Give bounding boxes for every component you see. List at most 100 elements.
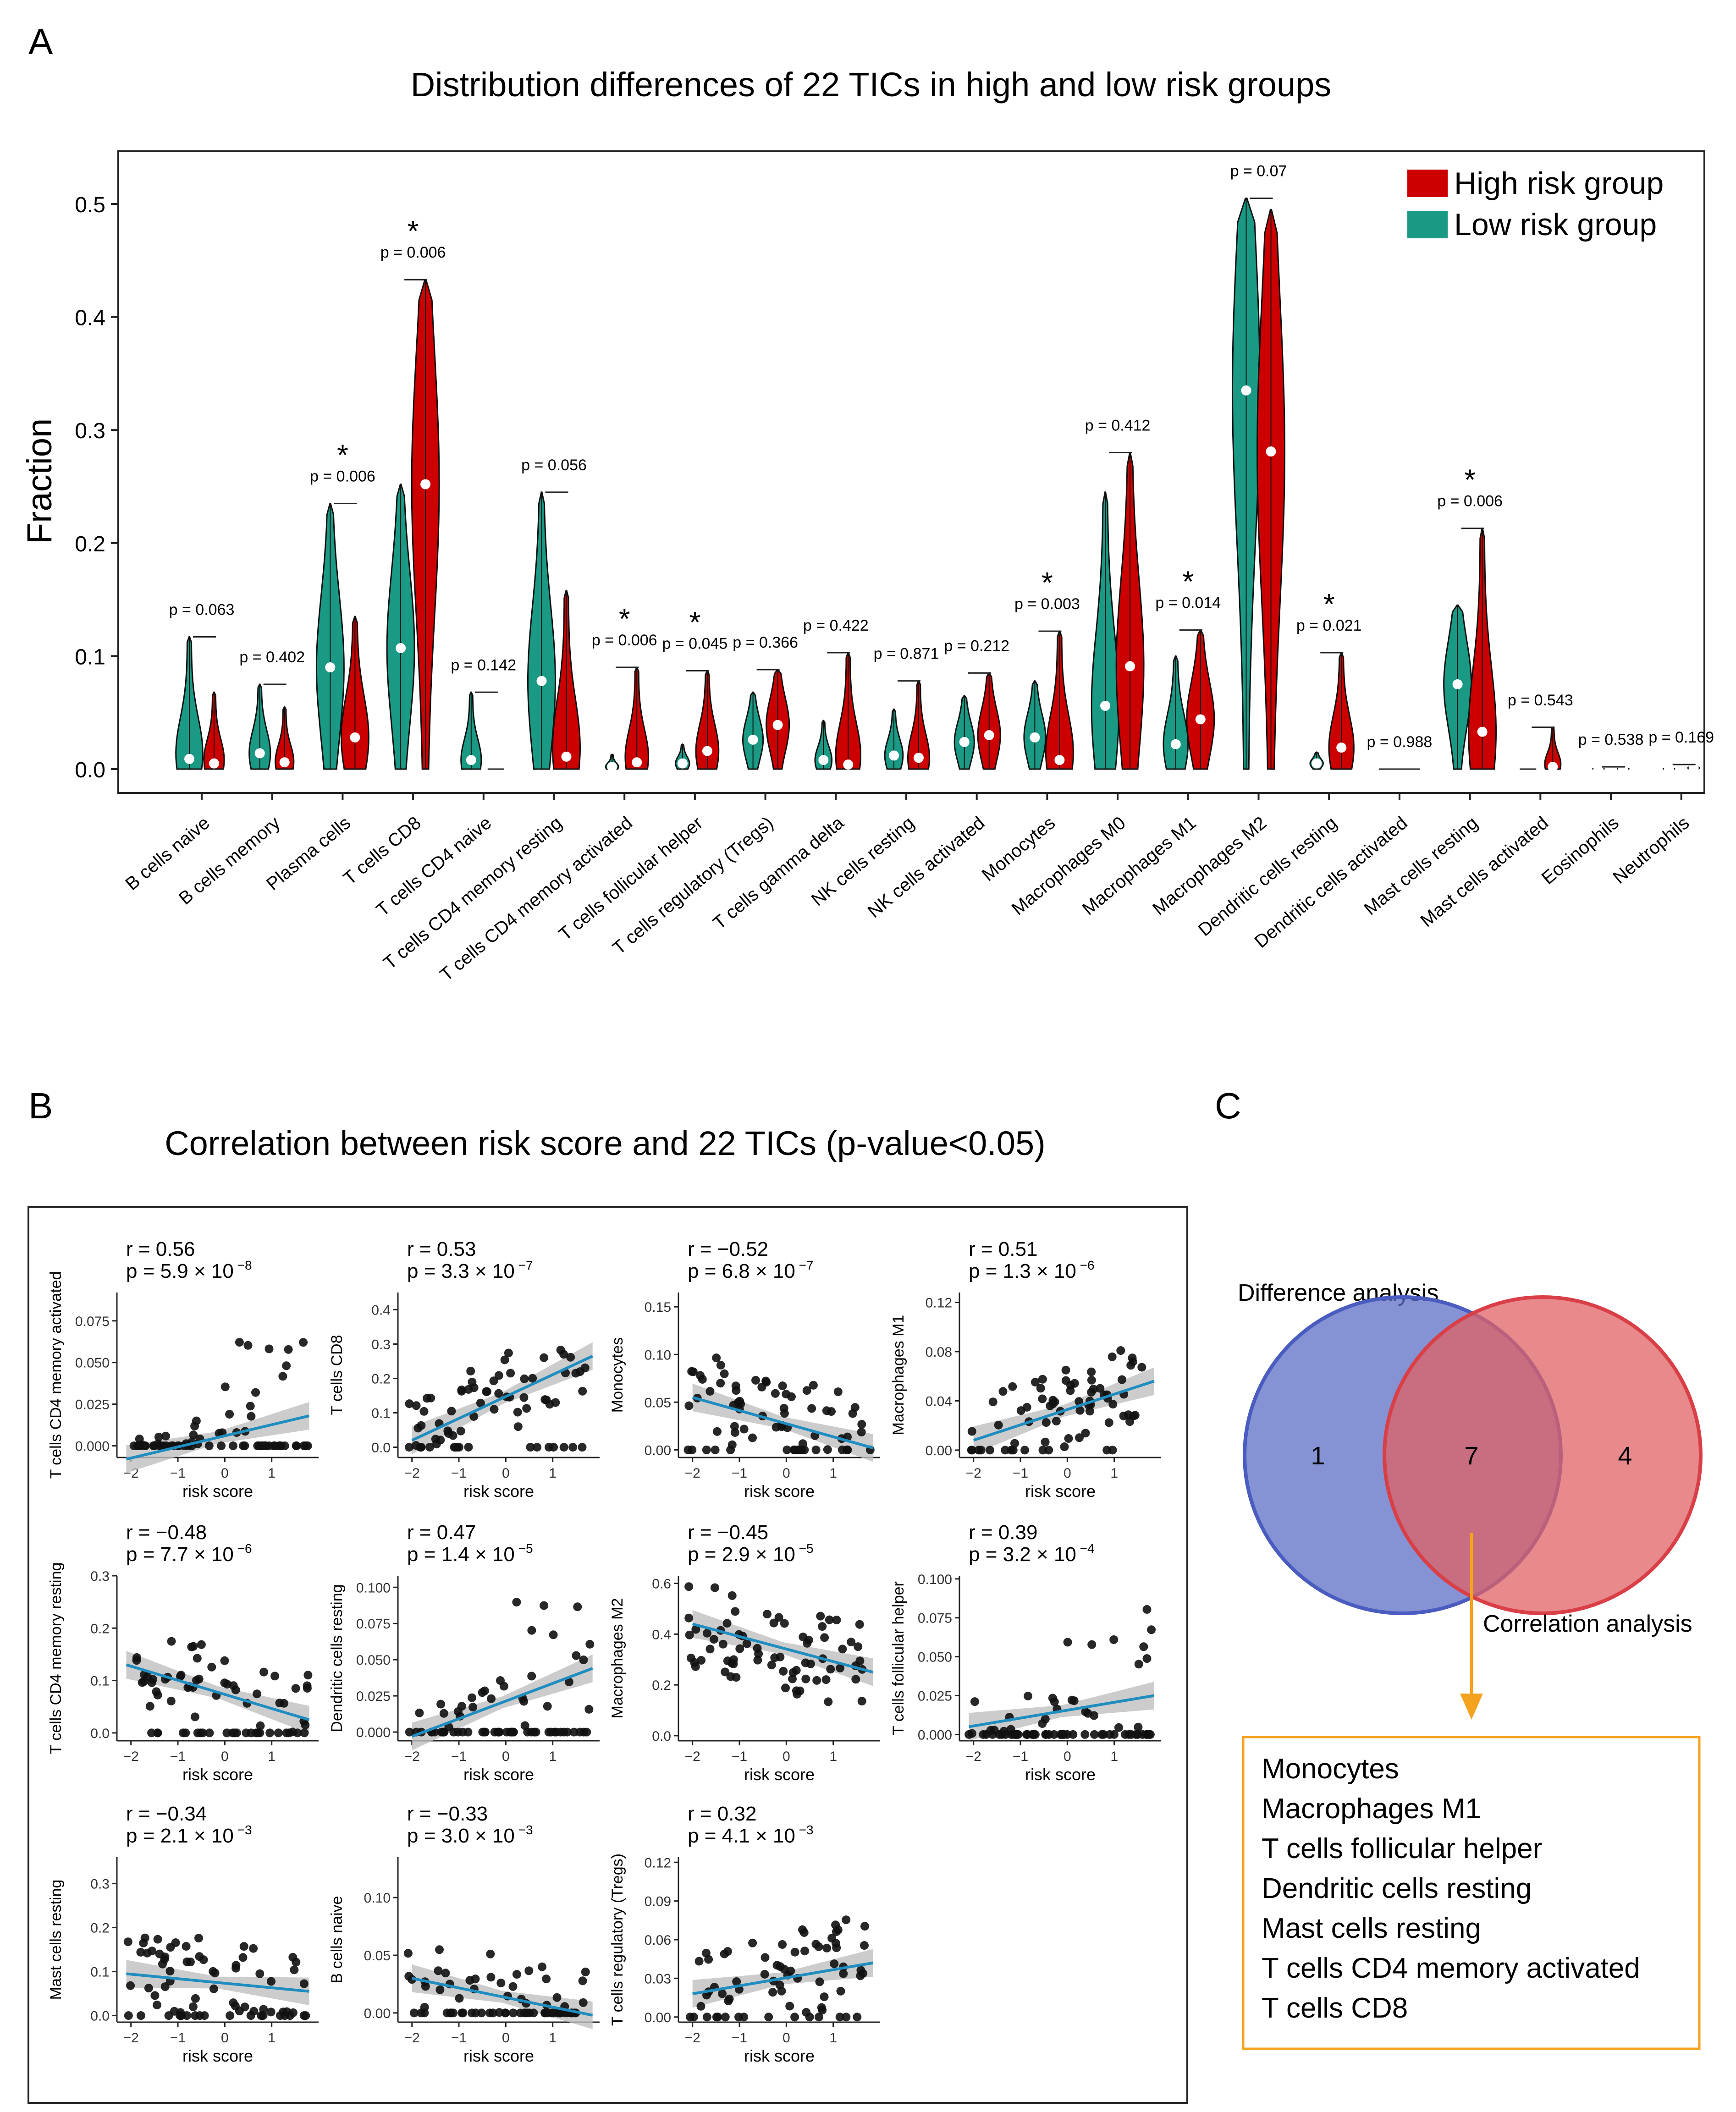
violin-high-median — [1477, 726, 1488, 737]
scatter-point — [546, 1727, 556, 1737]
violin-low-median — [818, 755, 829, 765]
violin-low-median — [1241, 385, 1251, 396]
scatter-point — [739, 2013, 749, 2022]
scatter-point — [581, 1967, 590, 1976]
scatter-point — [1031, 1378, 1040, 1387]
scatter-grid-frame — [28, 1206, 1188, 2104]
violin-low-median — [396, 643, 406, 654]
scatter-point — [730, 1422, 739, 1431]
scatter-point — [573, 1602, 582, 1612]
scatter-y-label: Monocytes — [609, 1337, 626, 1413]
scatter-y-label: Dendritic cells resting — [328, 1584, 346, 1732]
scatter-point — [154, 1432, 163, 1441]
scatter-point — [192, 1416, 201, 1425]
violin-low-median — [184, 754, 194, 764]
scatter-point — [136, 1441, 145, 1450]
scatter-point — [825, 1615, 834, 1624]
correlation-r: r = −0.48 — [126, 1521, 207, 1544]
scatter-point — [1108, 1446, 1117, 1455]
scatter-point — [291, 1684, 300, 1693]
scatter-point — [1007, 1446, 1016, 1455]
p-value-label: p = 0.063 — [169, 601, 235, 618]
scatter-point — [198, 1728, 207, 1738]
regression-line — [126, 1972, 309, 1993]
scatter-x-tick-label: 1 — [549, 1466, 557, 1481]
scatter-point — [691, 1625, 700, 1634]
violin-high-median — [914, 753, 924, 763]
y-tick-label: 0.4 — [75, 306, 105, 330]
scatter-point — [485, 2008, 495, 2018]
scatter-point — [209, 1967, 218, 1976]
scatter-point — [520, 1374, 529, 1383]
scatter-point — [776, 1962, 785, 1971]
scatter-point — [974, 1446, 983, 1455]
scatter-point — [1131, 1730, 1141, 1739]
scatter-point — [787, 1392, 796, 1401]
scatter-point — [778, 1381, 787, 1391]
scatter-point — [711, 1445, 720, 1454]
scatter-x-tick-label: 0 — [221, 1749, 229, 1764]
overlap-list-item: Monocytes — [1262, 1753, 1399, 1785]
scatter-x-tick-label: 1 — [829, 1466, 837, 1481]
scatter-y-tick-label: 0.100 — [918, 1572, 952, 1587]
scatter-point — [1069, 1730, 1078, 1739]
scatter-point — [778, 1940, 787, 1949]
scatter-point — [967, 1729, 976, 1738]
scatter-point — [513, 1408, 522, 1417]
legend-label-low: Low risk group — [1454, 207, 1657, 242]
scatter-point — [970, 1697, 979, 1706]
violin-high-median — [1548, 762, 1558, 772]
scatter-point — [209, 1984, 218, 1993]
scatter-point — [721, 1667, 730, 1677]
scatter-x-tick-label: −2 — [123, 1749, 139, 1764]
overlap-list-item: Macrophages M1 — [1262, 1793, 1481, 1825]
scatter-point — [764, 2013, 773, 2022]
violin-low-median — [748, 734, 758, 745]
scatter-point — [240, 1441, 249, 1450]
scatter-y-tick-label: 0.15 — [645, 1300, 671, 1315]
correlation-p: p = 4.1 × 10 −3 — [688, 1823, 814, 1847]
scatter-y-tick-label: 0.050 — [75, 1356, 110, 1371]
scatter-point — [540, 1601, 549, 1610]
scatter-point — [572, 1651, 581, 1660]
scatter-point — [1023, 1730, 1032, 1739]
regression-line — [412, 1977, 593, 2017]
scatter-point — [194, 1934, 203, 1943]
scatter-point — [805, 2013, 814, 2022]
scatter-point — [1116, 1346, 1125, 1355]
scatter-x-tick-label: −1 — [1013, 1466, 1028, 1481]
scatter-x-tick-label: 0 — [502, 1466, 510, 1481]
scatter-point — [815, 2013, 823, 2022]
scatter-point — [506, 1369, 515, 1378]
scatter-point — [279, 1699, 288, 1708]
scatter-point — [703, 1628, 711, 1638]
scatter-point — [269, 1441, 278, 1450]
scatter-point — [412, 1401, 421, 1410]
scatter-point — [763, 1610, 772, 1619]
scatter-panel: r = −0.34p = 2.1 × 10 −3 0.0 0.1 0.2 0.3 −2 −1… — [47, 1803, 319, 2065]
p-value-label: p = 0.006 — [380, 244, 446, 261]
scatter-y-label: Macrophages M2 — [609, 1598, 626, 1719]
overlap-list-item: Mast cells resting — [1262, 1913, 1481, 1944]
scatter-point — [705, 1387, 715, 1396]
scatter-panel: r = 0.56p = 5.9 × 10 −8 0.000 0.025 0.050 0.… — [47, 1238, 319, 1501]
correlation-r: r = 0.53 — [407, 1238, 476, 1260]
regression-line — [692, 1961, 874, 1996]
scatter-point — [178, 1728, 187, 1738]
scatter-y-tick-label: 0.05 — [364, 1948, 391, 1964]
x-tick-label: Macrophages M1 — [1079, 813, 1200, 919]
scatter-point — [578, 1976, 587, 1986]
scatter-y-tick-label: 0.00 — [645, 1443, 671, 1458]
x-tick-label: Dendritic cells resting — [1194, 813, 1340, 940]
scatter-y-label: T cells CD8 — [328, 1335, 346, 1415]
scatter-point — [265, 1344, 274, 1353]
correlation-p: p = 7.7 × 10 −6 — [126, 1541, 252, 1566]
scatter-point — [496, 1979, 506, 1987]
violin-high-median — [561, 751, 572, 762]
scatter-point — [253, 1728, 262, 1738]
scatter-point — [575, 1727, 584, 1737]
scatter-point — [732, 1977, 741, 1986]
scatter-point — [780, 1619, 789, 1628]
overlap-list-item: T cells follicular helper — [1262, 1833, 1542, 1864]
